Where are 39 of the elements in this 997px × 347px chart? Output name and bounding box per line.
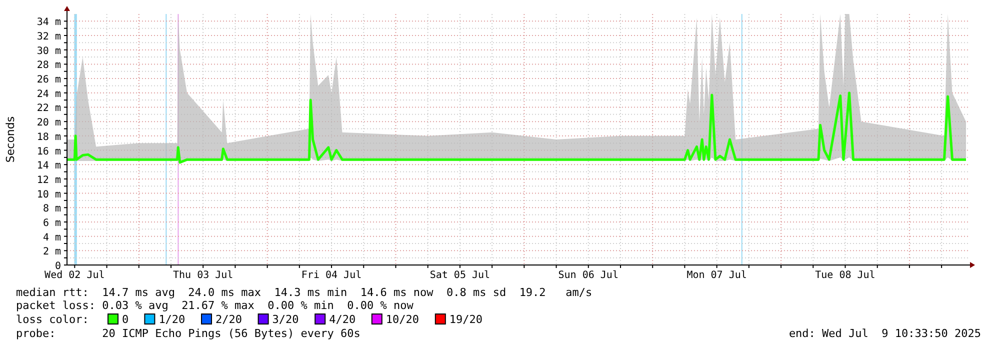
x-tick-label: Tue 08 Jul	[815, 270, 876, 281]
y-tick-label: 22 m	[36, 103, 61, 114]
y-tick-label: 34 m	[36, 17, 61, 28]
x-tick-label: Mon 07 Jul	[686, 270, 747, 281]
x-tick-label: Sat 05 Jul	[430, 270, 490, 281]
text: end: Wed Jul 9 10:33:50 2025	[788, 327, 981, 340]
x-tick-label: Sun 06 Jul	[558, 270, 618, 281]
line-series	[66, 92, 968, 164]
legend-label: 19/20	[449, 313, 483, 326]
legend-label: 3/20	[272, 313, 299, 326]
x-tick-label: Thu 03 Jul	[172, 270, 234, 281]
y-tick-label: 18 m	[36, 132, 61, 143]
y-tick-label: 10 m	[36, 189, 61, 200]
text: probe: 20 ICMP Echo Pings (56 Bytes) every 60s	[16, 327, 360, 340]
y-tick-label: 6 m	[42, 218, 61, 229]
y-tick-label: 16 m	[36, 146, 61, 158]
legend-title: loss color:	[16, 313, 89, 326]
y-tick-label: 2 m	[42, 246, 61, 258]
y-tick-label: 24 m	[36, 88, 61, 100]
y-tick-label: 32 m	[36, 32, 61, 43]
y-tick-label: 20 m	[36, 118, 61, 129]
x-tick-label: Fri 04 Jul	[301, 270, 362, 281]
y-tick-label: 30 m	[36, 46, 61, 57]
y-tick-label: 26 m	[36, 74, 61, 86]
y-tick-label: 14 m	[36, 160, 61, 172]
y-tick-label: 28 m	[36, 60, 61, 72]
y-tick-label: 12 m	[36, 174, 61, 186]
y-tick-label: 4 m	[42, 232, 61, 244]
y-tick-label: 0	[54, 261, 61, 272]
legend-label: 0	[122, 313, 129, 326]
legend-label: 10/20	[386, 313, 420, 326]
text: packet loss: 0.03 % avg 21.67 % max 0.00 % min 0.00 % now	[16, 299, 414, 312]
legend-label: 4/20	[329, 313, 356, 326]
legend-label: 2/20	[216, 313, 242, 326]
legend-label: 1/20	[158, 313, 186, 326]
y-axis-title: Seconds	[4, 116, 17, 163]
text: median rtt: 14.7 ms avg 24.0 ms max 14.3 ms min 14.6 ms now 0.8 ms sd 19.2 am/s	[16, 286, 592, 299]
y-tick-label: 8 m	[42, 204, 61, 215]
x-tick-label: Wed 02 Jul	[44, 270, 105, 281]
